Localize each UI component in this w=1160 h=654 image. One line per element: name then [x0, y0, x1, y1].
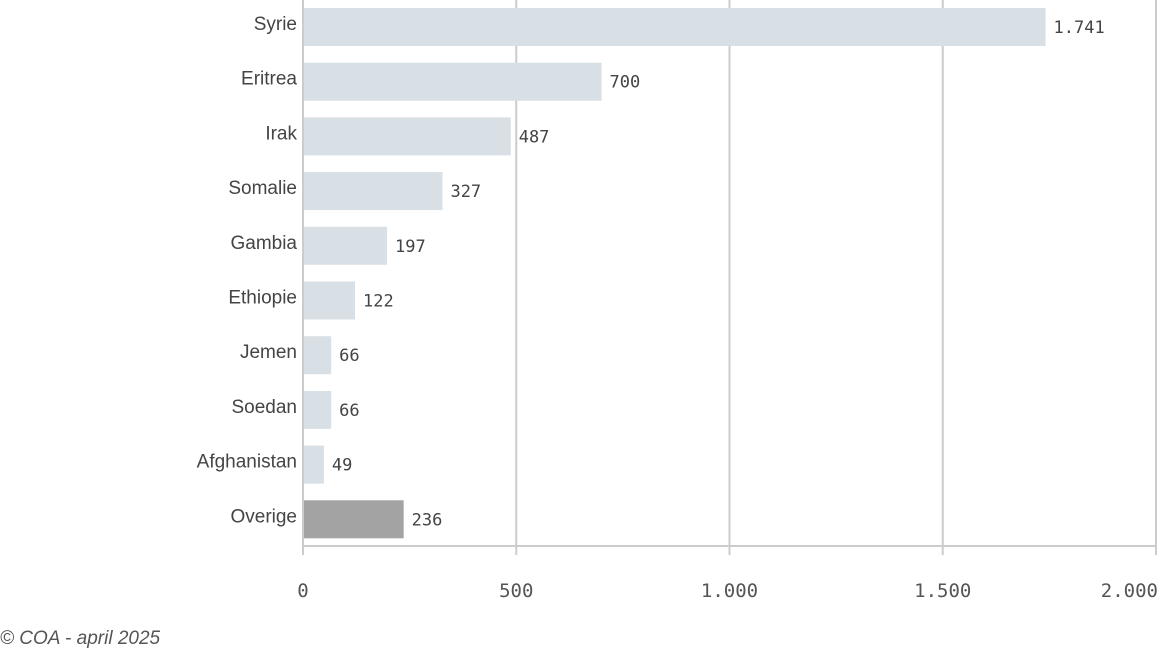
x-axis: 0 500 1.000 1.500 2.000: [297, 0, 1158, 602]
grid-lines: [515, 0, 1157, 546]
bar-eritrea: [303, 62, 602, 101]
value-label: 1.741: [1054, 18, 1105, 38]
value-label: 66: [339, 346, 359, 366]
category-labels: Syrie Eritrea Irak Somalie Gambia Ethiopie Jem…: [197, 14, 298, 527]
x-tick-label: 0: [297, 580, 308, 602]
bar-jemen: [303, 336, 332, 375]
value-label: 66: [339, 401, 359, 421]
bar-somalie: [303, 172, 443, 211]
value-label: 236: [412, 510, 443, 530]
category-label: Syrie: [254, 14, 297, 35]
x-tick-label: 1.500: [914, 580, 971, 602]
bar-overige: [303, 500, 404, 539]
category-label: Irak: [265, 123, 297, 144]
value-label: 327: [450, 182, 481, 202]
category-label: Somalie: [228, 178, 297, 199]
value-label: 700: [610, 73, 641, 93]
bar-chart: Syrie Eritrea Irak Somalie Gambia Ethiopie Jem…: [197, 0, 1158, 602]
bar-gambia: [303, 226, 388, 265]
value-label: 122: [363, 292, 394, 312]
category-label: Eritrea: [241, 69, 297, 90]
value-label: 49: [332, 456, 352, 476]
value-label: 197: [395, 237, 426, 257]
category-label: Jemen: [240, 342, 297, 363]
category-label: Soedan: [231, 397, 297, 418]
bars: [303, 8, 1046, 539]
category-label: Ethiopie: [228, 288, 297, 309]
bar-syrie: [303, 8, 1046, 46]
source-note: © COA - april 2025: [0, 628, 161, 649]
value-labels: 1.741 700 487 327 197 122 66 66 49 236: [332, 18, 1105, 530]
x-tick-label: 500: [499, 580, 533, 602]
bar-ethiopie: [303, 281, 356, 320]
category-label: Gambia: [230, 233, 297, 254]
bar-soedan: [303, 390, 332, 429]
bar-irak: [303, 117, 511, 156]
value-label: 487: [519, 127, 550, 147]
x-tick-label: 1.000: [701, 580, 758, 602]
category-label: Overige: [230, 506, 297, 527]
bar-afghanistan: [303, 445, 324, 484]
category-label: Afghanistan: [197, 452, 297, 473]
x-tick-label: 2.000: [1101, 580, 1158, 602]
